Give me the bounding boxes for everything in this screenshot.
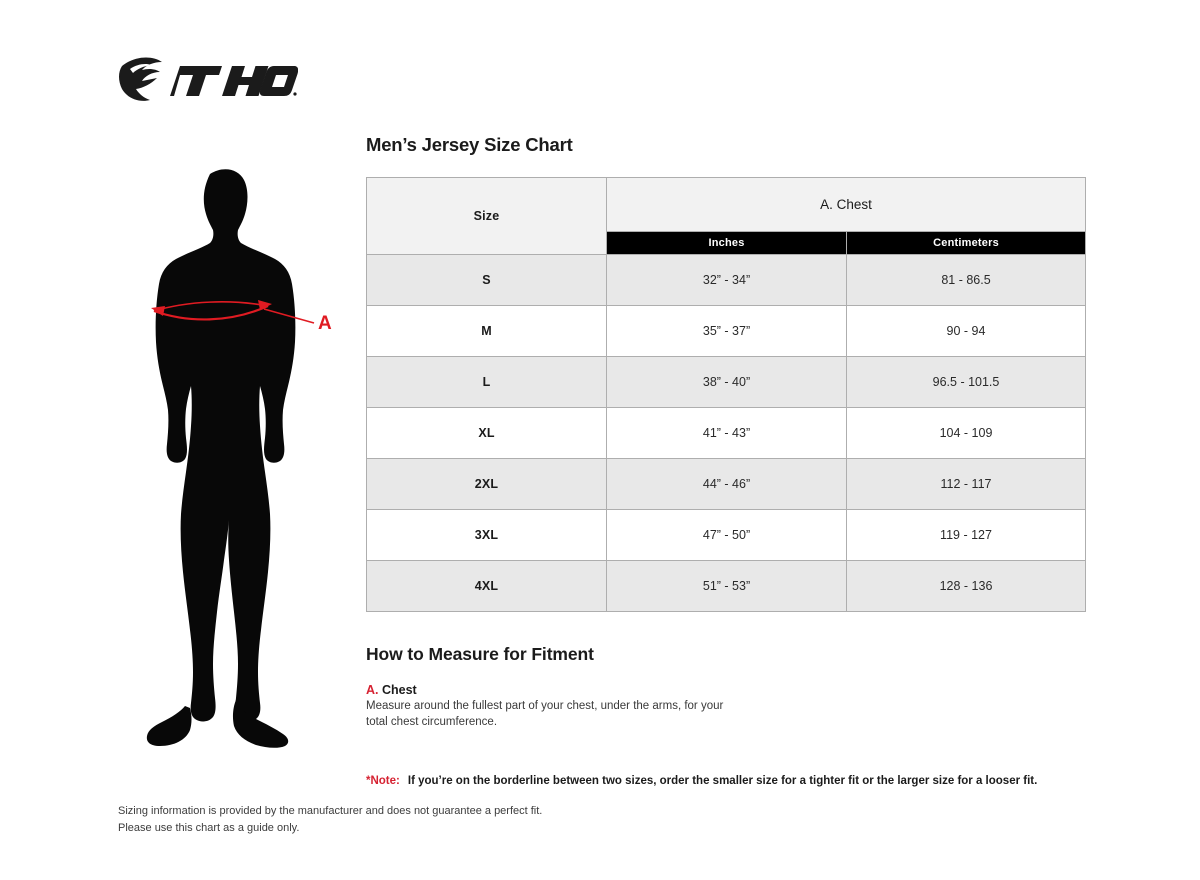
cell-centimeters: 90 - 94 — [846, 305, 1086, 357]
cell-inches: 41” - 43” — [606, 407, 847, 459]
cell-inches: 47” - 50” — [606, 509, 847, 561]
table-row: L 38” - 40” 96.5 - 101.5 — [366, 356, 1086, 408]
male-body-silhouette — [155, 169, 296, 722]
table-row: S 32” - 34” 81 - 86.5 — [366, 254, 1086, 306]
column-header-centimeters: Centimeters — [846, 230, 1086, 256]
measure-marker-label: A — [318, 313, 332, 334]
cell-inches: 35” - 37” — [606, 305, 847, 357]
cell-centimeters: 119 - 127 — [846, 509, 1086, 561]
chest-measure-marker — [153, 301, 315, 324]
thor-logo — [118, 48, 299, 110]
page-title: Men’s Jersey Size Chart — [366, 134, 573, 155]
cell-size: S — [366, 254, 607, 306]
note-line: *Note: If you’re on the borderline betwee… — [366, 775, 1086, 787]
cell-centimeters: 112 - 117 — [846, 458, 1086, 510]
cell-centimeters: 96.5 - 101.5 — [846, 356, 1086, 408]
cell-size: M — [366, 305, 607, 357]
note-text: If you’re on the borderline between two … — [407, 775, 1038, 787]
footer-line-2: Please use this chart as a guide only. — [118, 821, 300, 834]
column-header-size: Size — [366, 177, 607, 255]
table-header-row-group: Size A. Chest — [366, 177, 1086, 255]
column-header-inches: Inches — [606, 230, 847, 256]
measure-desc-line-2: total chest circumference. — [366, 715, 498, 728]
thor-helmet-icon — [119, 57, 162, 101]
thor-logo-svg — [119, 57, 299, 101]
how-to-measure-heading: How to Measure for Fitment — [366, 644, 594, 664]
table-row: 4XL 51” - 53” 128 - 136 — [366, 560, 1086, 612]
cell-centimeters: 81 - 86.5 — [846, 254, 1086, 306]
measure-item-description: Measure around the fullest part of your … — [366, 699, 1086, 730]
cell-size: 4XL — [366, 560, 607, 612]
measurement-figure: A — [118, 160, 358, 780]
chest-arrow-right — [258, 300, 272, 310]
cell-centimeters: 104 - 109 — [846, 407, 1086, 459]
chest-measure-leader — [263, 308, 315, 324]
cell-inches: 38” - 40” — [606, 356, 847, 408]
chest-measure-arc — [153, 304, 269, 321]
left-foot-shape — [146, 706, 192, 746]
thor-wordmark — [170, 66, 299, 96]
size-chart-table: Size A. Chest Inches Centimeters S 32” -… — [366, 177, 1086, 612]
table-head: Size A. Chest Inches Centimeters — [366, 177, 1086, 256]
footer-disclaimer: Sizing information is provided by the ma… — [118, 803, 542, 836]
cell-size: L — [366, 356, 607, 408]
cell-size: 3XL — [366, 509, 607, 561]
column-header-chest-group: A. Chest — [606, 177, 1086, 232]
table-body: S 32” - 34” 81 - 86.5 M 35” - 37” 90 - 9… — [366, 254, 1086, 612]
cell-size: XL — [366, 407, 607, 459]
note-key: *Note: — [366, 775, 400, 787]
chest-arrow-left — [151, 306, 165, 316]
cell-size: 2XL — [366, 458, 607, 510]
measure-item-letter: A. — [366, 683, 379, 697]
table-row: XL 41” - 43” 104 - 109 — [366, 407, 1086, 459]
cell-inches: 51” - 53” — [606, 560, 847, 612]
right-foot-shape — [232, 700, 289, 748]
thor-helmet-eye — [130, 64, 151, 73]
table-row: 2XL 44” - 46” 112 - 117 — [366, 458, 1086, 510]
chest-measure-arc-back — [153, 301, 269, 312]
silhouette-svg: A — [146, 169, 332, 748]
content-column: Men’s Jersey Size Chart Size A. Chest In… — [366, 134, 1086, 787]
cell-inches: 32” - 34” — [606, 254, 847, 306]
measure-item-name: Chest — [381, 683, 417, 697]
measure-item-label: A. Chest — [366, 683, 1086, 697]
measure-desc-line-1: Measure around the fullest part of your … — [366, 700, 724, 712]
footer-line-1: Sizing information is provided by the ma… — [118, 805, 543, 817]
cell-centimeters: 128 - 136 — [846, 560, 1086, 612]
table-row: M 35” - 37” 90 - 94 — [366, 305, 1086, 357]
cell-inches: 44” - 46” — [606, 458, 847, 510]
table-row: 3XL 47” - 50” 119 - 127 — [366, 509, 1086, 561]
table-header-row-units: Inches Centimeters — [367, 230, 1086, 256]
